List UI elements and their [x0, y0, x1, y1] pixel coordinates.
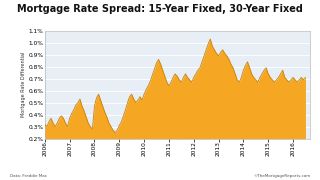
- Text: Mortgage Rate Spread: 15-Year Fixed, 30-Year Fixed: Mortgage Rate Spread: 15-Year Fixed, 30-…: [17, 4, 303, 15]
- Text: ©TheMortgageReports.com: ©TheMortgageReports.com: [253, 174, 310, 178]
- Y-axis label: Mortgage Rate Differential: Mortgage Rate Differential: [20, 52, 26, 117]
- Text: Data: Freddie Mac: Data: Freddie Mac: [10, 174, 47, 178]
